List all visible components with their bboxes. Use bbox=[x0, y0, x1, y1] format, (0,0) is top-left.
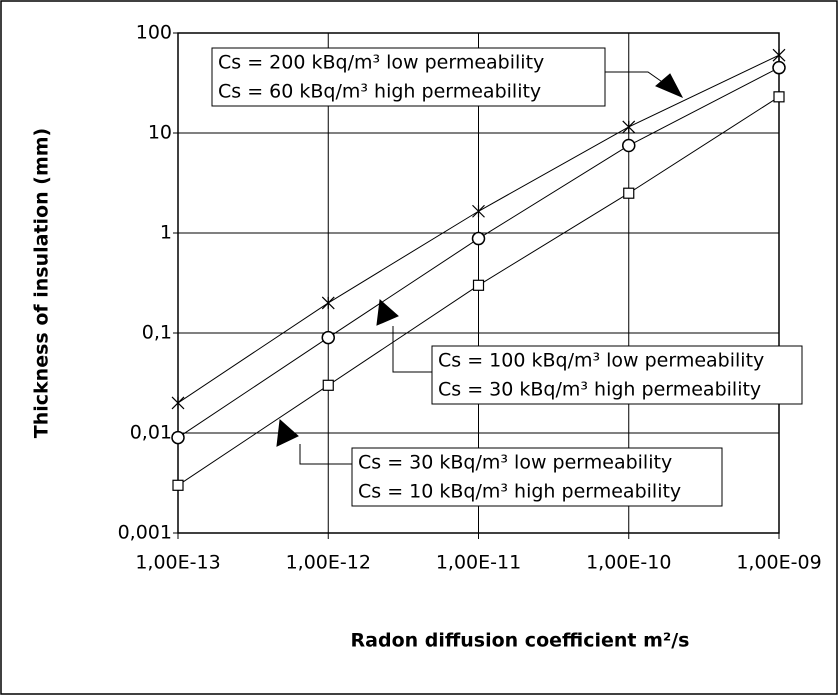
annotation-text: Cs = 100 kBq/m³ low permeability bbox=[438, 350, 764, 372]
x-tick-label: 1,00E-11 bbox=[436, 552, 521, 574]
point bbox=[322, 379, 334, 391]
point bbox=[172, 479, 184, 491]
annotation-box bbox=[351, 447, 723, 507]
x-tick-label: 1,00E-12 bbox=[286, 552, 371, 574]
annotation-text: Cs = 10 kBq/m³ high permeability bbox=[358, 481, 681, 503]
annotation: Cs = 200 kBq/m³ low permeability Cs = 60 … bbox=[211, 47, 606, 107]
y-tick-label: 0,1 bbox=[142, 322, 172, 344]
point bbox=[321, 330, 335, 345]
annotation-text: Cs = 60 kBq/m³ high permeability bbox=[218, 81, 541, 103]
annotation-box bbox=[431, 345, 803, 405]
x-tick-label: 1,00E-13 bbox=[135, 552, 220, 574]
point bbox=[622, 138, 636, 153]
series bbox=[172, 91, 785, 491]
annotation: Cs = 30 kBq/m³ low permeability Cs = 10 k… bbox=[351, 447, 723, 507]
x-tick-label: 1,00E-10 bbox=[586, 552, 671, 574]
annotation-text: Cs = 30 kBq/m³ low permeability bbox=[358, 452, 672, 474]
y-tick-label: 1 bbox=[160, 222, 172, 244]
point bbox=[623, 187, 635, 199]
point bbox=[622, 120, 636, 134]
y-axis-label: Thickness of insulation (mm) bbox=[31, 128, 53, 438]
y-tick-label: 100 bbox=[136, 22, 172, 44]
y-tick-label: 10 bbox=[148, 122, 172, 144]
y-tick-label: 0,01 bbox=[130, 422, 172, 444]
point bbox=[471, 231, 486, 246]
point bbox=[773, 91, 785, 103]
series bbox=[171, 48, 786, 410]
point bbox=[772, 48, 786, 62]
annotation: Cs = 100 kBq/m³ low permeability Cs = 30 … bbox=[431, 345, 803, 405]
x-tick-label: 1,00E-09 bbox=[736, 552, 821, 574]
x-axis-label: Radon diffusion coefficient m²/s bbox=[351, 630, 690, 652]
point bbox=[171, 396, 185, 410]
annotation-box bbox=[211, 47, 606, 107]
point bbox=[772, 60, 786, 75]
point bbox=[472, 204, 485, 218]
point bbox=[472, 279, 485, 291]
series bbox=[171, 60, 786, 445]
y-tick-label: 0,001 bbox=[118, 522, 172, 544]
point bbox=[171, 430, 185, 445]
annotation-text: Cs = 200 kBq/m³ low permeability bbox=[218, 52, 544, 74]
point bbox=[321, 296, 335, 310]
annotation-text: Cs = 30 kBq/m³ high permeability bbox=[438, 379, 761, 401]
